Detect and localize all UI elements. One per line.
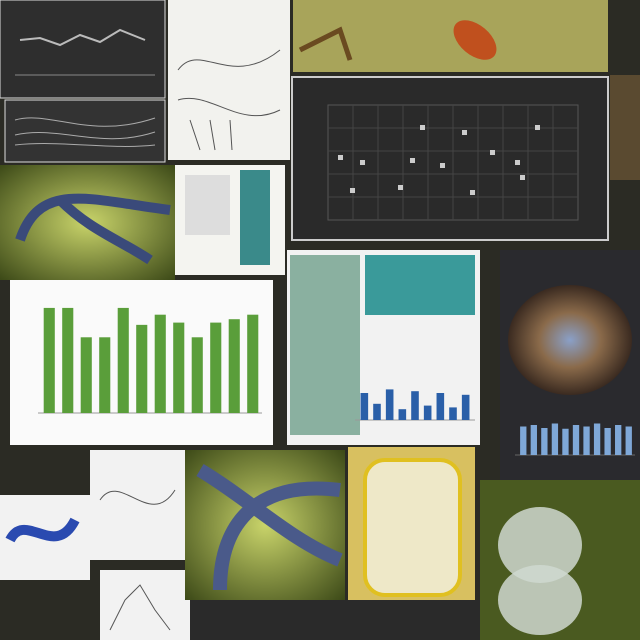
bar: [625, 426, 632, 455]
bar: [173, 322, 185, 413]
panel-photo-orange: [293, 0, 608, 72]
bar: [191, 337, 203, 413]
bar: [373, 403, 381, 420]
bar: [520, 426, 527, 455]
bar: [80, 337, 92, 413]
caption-strip: [190, 600, 480, 640]
bar: [572, 425, 580, 455]
panel-yellow-anatomy: [348, 447, 475, 605]
bar: [210, 322, 222, 413]
bar: [449, 407, 457, 420]
bar: [541, 428, 548, 455]
bar: [360, 393, 369, 420]
panel-dark-scatter: [291, 76, 609, 241]
panel-green-structure: [0, 165, 175, 280]
bar: [604, 428, 611, 455]
bar: [583, 426, 590, 455]
panel-dark-disc: [500, 250, 640, 480]
bar: [398, 409, 407, 420]
panel-side: [610, 75, 640, 180]
bar: [551, 423, 559, 455]
panel-green-structure-2: [185, 450, 345, 600]
panel-doc-bars: [287, 250, 480, 445]
panel-dark-lines: [4, 99, 166, 163]
bar: [43, 307, 55, 413]
bar: [117, 307, 129, 413]
panel-dark-line: [0, 0, 166, 99]
bar: [154, 314, 166, 413]
bar: [228, 319, 240, 413]
bar: [593, 423, 601, 455]
bar: [62, 307, 74, 413]
bar: [136, 324, 148, 413]
panel-green-discs: [480, 480, 640, 640]
bar: [436, 393, 445, 420]
bar: [562, 428, 569, 455]
panel-sketch: [168, 0, 290, 160]
bar: [530, 425, 537, 455]
bar: [411, 391, 419, 420]
bar: [247, 314, 259, 413]
bar: [385, 389, 394, 420]
panel-doc-teal: [175, 165, 285, 275]
panel-bottom-sketches: [0, 450, 190, 640]
bar: [615, 425, 622, 455]
panel-green-bar-chart: [10, 280, 273, 445]
bar: [461, 394, 470, 420]
bar: [99, 337, 111, 413]
bar: [423, 405, 432, 420]
